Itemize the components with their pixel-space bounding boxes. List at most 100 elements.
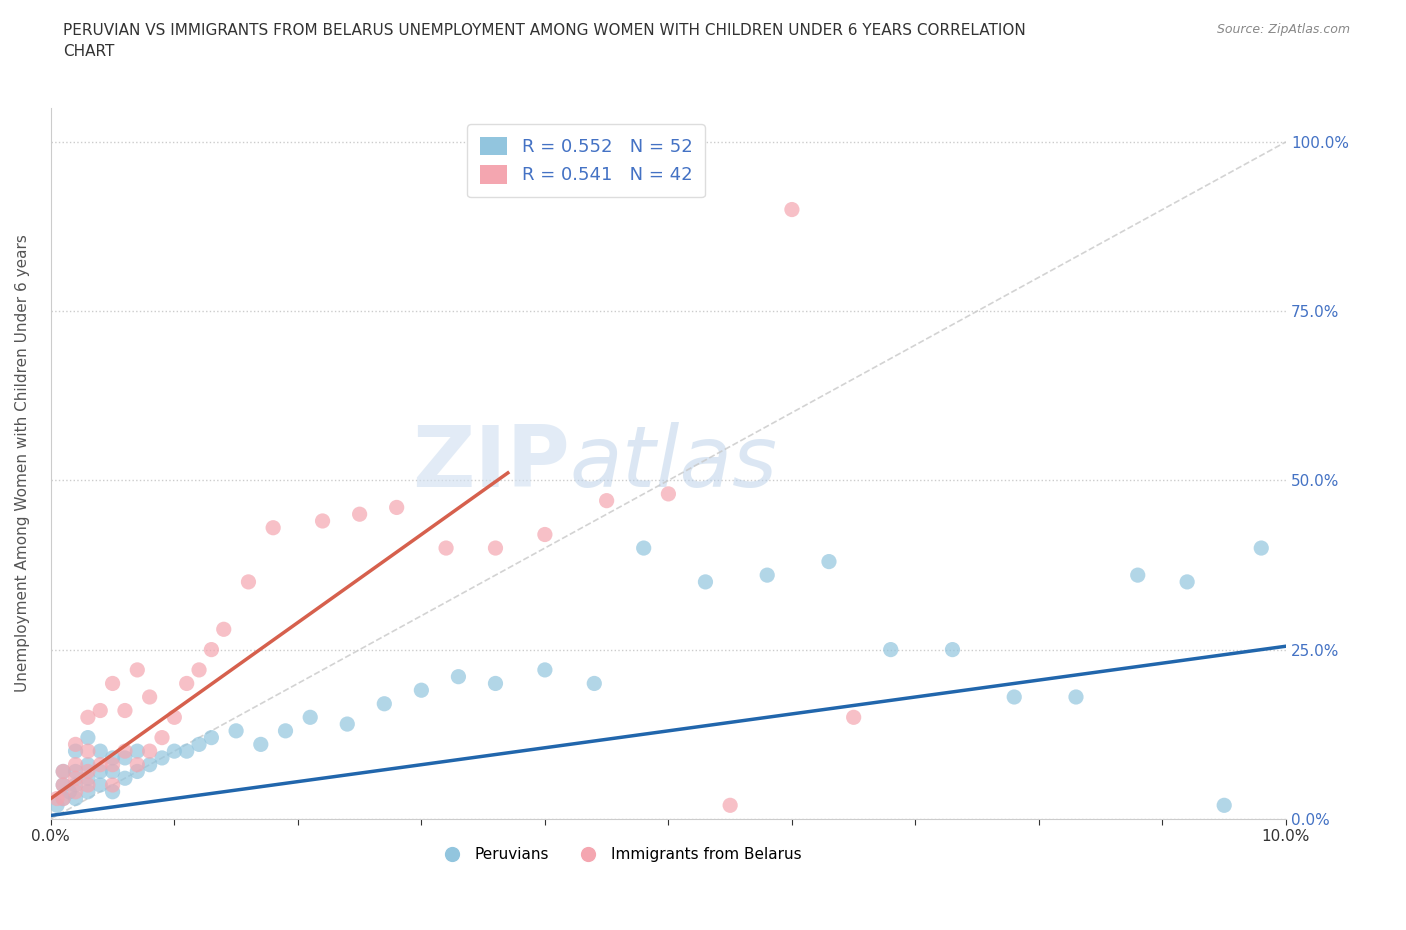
- Point: [1126, 567, 1149, 582]
- Point: [756, 567, 779, 582]
- Point: [65, 777, 87, 792]
- Text: Source: ZipAtlas.com: Source: ZipAtlas.com: [1216, 23, 1350, 36]
- Point: [89, 777, 111, 792]
- Point: [349, 507, 371, 522]
- Point: [695, 575, 717, 590]
- Point: [52, 777, 75, 792]
- Point: [163, 744, 186, 759]
- Point: [114, 751, 136, 765]
- Point: [1175, 575, 1198, 590]
- Point: [127, 764, 149, 779]
- Point: [138, 757, 160, 772]
- Point: [238, 575, 260, 590]
- Point: [127, 744, 149, 759]
- Point: [150, 730, 173, 745]
- Point: [52, 791, 75, 806]
- Point: [150, 751, 173, 765]
- Point: [188, 662, 211, 677]
- Point: [101, 777, 124, 792]
- Point: [101, 757, 124, 772]
- Point: [77, 757, 100, 772]
- Point: [249, 737, 271, 751]
- Point: [299, 710, 322, 724]
- Point: [274, 724, 297, 738]
- Point: [373, 697, 395, 711]
- Point: [818, 554, 841, 569]
- Point: [385, 500, 408, 515]
- Point: [89, 744, 111, 759]
- Point: [138, 744, 160, 759]
- Point: [65, 764, 87, 779]
- Text: atlas: atlas: [569, 422, 778, 505]
- Point: [58, 784, 80, 799]
- Point: [114, 771, 136, 786]
- Point: [1002, 689, 1025, 704]
- Point: [434, 540, 457, 555]
- Point: [1064, 689, 1087, 704]
- Point: [880, 642, 903, 657]
- Point: [77, 764, 100, 779]
- Point: [411, 683, 433, 698]
- Point: [52, 764, 75, 779]
- Point: [101, 764, 124, 779]
- Point: [89, 703, 111, 718]
- Point: [163, 710, 186, 724]
- Point: [842, 710, 865, 724]
- Point: [780, 202, 803, 217]
- Text: PERUVIAN VS IMMIGRANTS FROM BELARUS UNEMPLOYMENT AMONG WOMEN WITH CHILDREN UNDER: PERUVIAN VS IMMIGRANTS FROM BELARUS UNEM…: [63, 23, 1026, 60]
- Point: [65, 784, 87, 799]
- Point: [212, 622, 235, 637]
- Point: [200, 642, 222, 657]
- Point: [595, 493, 617, 508]
- Point: [657, 486, 679, 501]
- Point: [101, 751, 124, 765]
- Point: [65, 757, 87, 772]
- Point: [1213, 798, 1236, 813]
- Point: [52, 777, 75, 792]
- Point: [65, 744, 87, 759]
- Point: [89, 764, 111, 779]
- Point: [77, 730, 100, 745]
- Point: [176, 744, 198, 759]
- Point: [77, 744, 100, 759]
- Point: [114, 703, 136, 718]
- Point: [188, 737, 211, 751]
- Point: [534, 527, 557, 542]
- Point: [101, 676, 124, 691]
- Point: [718, 798, 741, 813]
- Point: [225, 724, 247, 738]
- Point: [77, 710, 100, 724]
- Point: [633, 540, 655, 555]
- Point: [534, 662, 557, 677]
- Point: [583, 676, 606, 691]
- Point: [262, 520, 284, 535]
- Point: [127, 757, 149, 772]
- Point: [46, 798, 69, 813]
- Point: [77, 777, 100, 792]
- Point: [46, 791, 69, 806]
- Point: [65, 771, 87, 786]
- Point: [52, 791, 75, 806]
- Point: [77, 784, 100, 799]
- Point: [89, 757, 111, 772]
- Point: [176, 676, 198, 691]
- Legend: Peruvians, Immigrants from Belarus: Peruvians, Immigrants from Belarus: [430, 841, 807, 868]
- Point: [484, 540, 506, 555]
- Point: [101, 784, 124, 799]
- Point: [311, 513, 333, 528]
- Point: [52, 764, 75, 779]
- Point: [114, 744, 136, 759]
- Y-axis label: Unemployment Among Women with Children Under 6 years: Unemployment Among Women with Children U…: [15, 234, 30, 692]
- Point: [65, 737, 87, 751]
- Point: [65, 791, 87, 806]
- Point: [484, 676, 506, 691]
- Point: [447, 670, 470, 684]
- Point: [138, 689, 160, 704]
- Text: ZIP: ZIP: [412, 422, 569, 505]
- Point: [336, 717, 359, 732]
- Point: [127, 662, 149, 677]
- Point: [941, 642, 963, 657]
- Point: [1250, 540, 1272, 555]
- Point: [77, 771, 100, 786]
- Point: [200, 730, 222, 745]
